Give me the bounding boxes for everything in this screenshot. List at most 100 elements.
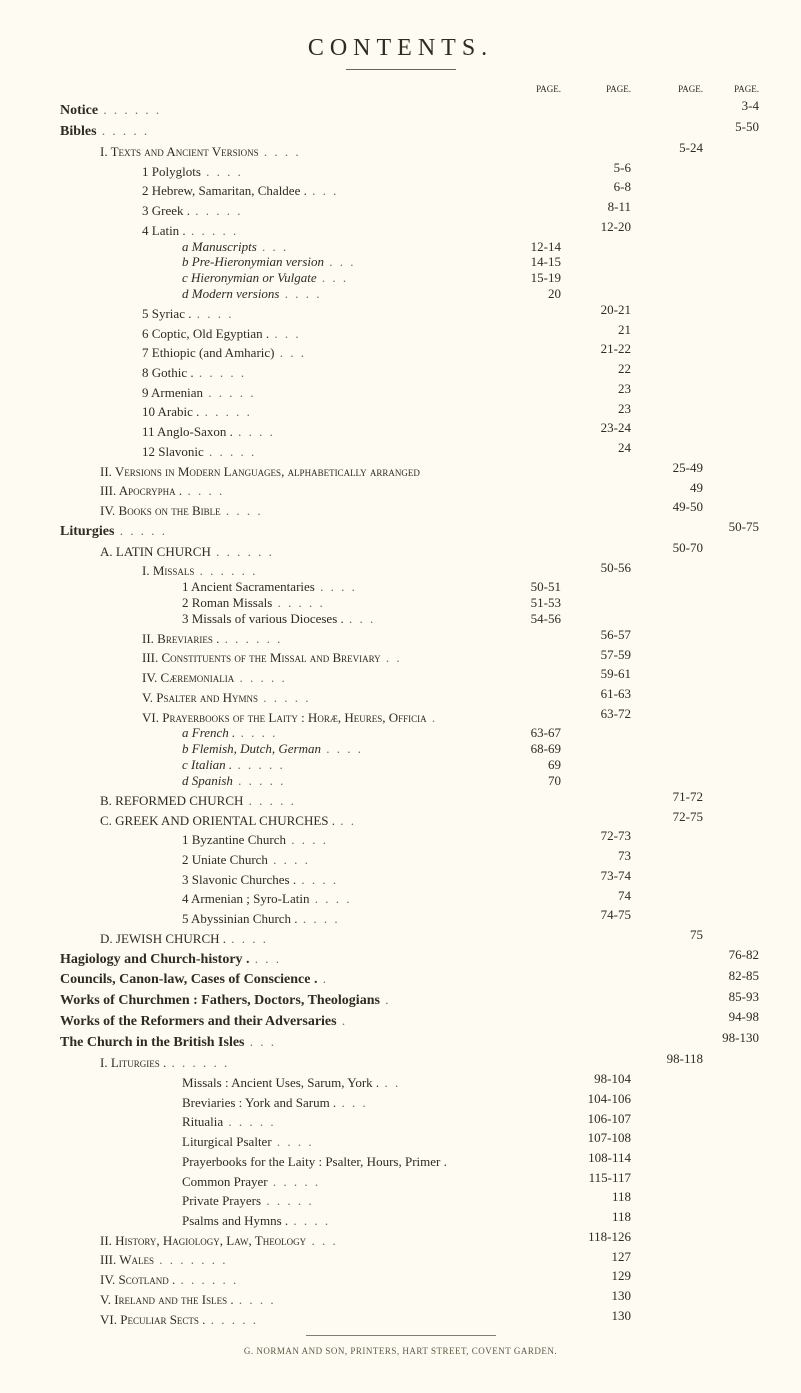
toc-text: 9 Armenian xyxy=(142,385,203,400)
toc-label: Liturgical Psalter . . . . xyxy=(42,1134,491,1150)
toc-col-2: 20-21 xyxy=(561,302,631,318)
toc-label: VI. Peculiar Sects . . . . . . xyxy=(42,1312,491,1328)
toc-cols: 107-108 xyxy=(491,1130,759,1146)
toc-row: a Manuscripts . . .12-14 xyxy=(42,239,759,255)
toc-text: Missals : Ancient Uses, Sarum, York . xyxy=(182,1075,379,1090)
toc-row: B. REFORMED CHURCH . . . . .71-72 xyxy=(42,789,759,809)
leader-dots: . . . . . . xyxy=(194,563,257,578)
leader-dots: . . . . xyxy=(221,503,263,518)
toc-col-3 xyxy=(631,848,703,864)
toc-col-2: 106-107 xyxy=(561,1111,631,1127)
toc-col-2: 74 xyxy=(561,888,631,904)
toc-col-2: 74-75 xyxy=(561,907,631,923)
leader-dots: . xyxy=(337,1013,348,1028)
toc-col-3 xyxy=(631,1308,703,1324)
toc-col-1 xyxy=(491,160,561,176)
toc-col-4 xyxy=(703,401,759,417)
leader-dots: . . . . . xyxy=(204,444,257,459)
toc-col-3 xyxy=(631,1189,703,1205)
toc-row: 8 Gothic . . . . . .22 xyxy=(42,361,759,381)
toc-label: 12 Slavonic . . . . . xyxy=(42,444,491,460)
toc-label: I. Missals . . . . . . xyxy=(42,563,491,579)
toc-row: 6 Coptic, Old Egyptian . . . .21 xyxy=(42,322,759,342)
toc-col-1 xyxy=(491,1189,561,1205)
leader-dots: . . . . xyxy=(272,1134,314,1149)
toc-text: B. REFORMED CHURCH xyxy=(100,793,243,808)
toc-col-4 xyxy=(703,499,759,515)
toc-cols: 98-130 xyxy=(491,1030,759,1046)
colhead-2: PAGE. xyxy=(561,84,631,95)
toc-label: II. Breviaries . . . . . . . xyxy=(42,631,491,647)
page-title: CONTENTS. xyxy=(42,34,759,63)
toc-label: c Hieronymian or Vulgate . . . xyxy=(42,270,491,286)
leader-dots: . . . . xyxy=(234,1292,276,1307)
toc-text: Prayerbooks for the Laity : Psalter, Hou… xyxy=(182,1154,447,1169)
toc-label: 2 Roman Missals . . . . . xyxy=(42,595,491,611)
toc-cols: 56-57 xyxy=(491,627,759,643)
toc-col-3 xyxy=(631,1009,703,1025)
footer-rule xyxy=(306,1335,496,1336)
toc-col-2: 8-11 xyxy=(561,199,631,215)
toc-col-4 xyxy=(703,199,759,215)
toc-text: Notice xyxy=(60,103,98,118)
toc-col-1 xyxy=(491,1111,561,1127)
toc-label: II. History, Hagiology, Law, Theology . … xyxy=(42,1233,491,1249)
toc-text: Hagiology and Church-history . xyxy=(60,952,250,967)
leader-dots: . . . xyxy=(306,1233,338,1248)
toc-label: b Flemish, Dutch, German . . . . xyxy=(42,741,491,757)
toc-cols: 59-61 xyxy=(491,666,759,682)
toc-col-3: 49-50 xyxy=(631,499,703,515)
toc-col-3: 75 xyxy=(631,927,703,943)
toc-col-4 xyxy=(703,1229,759,1245)
leader-dots: . . . . . xyxy=(258,690,311,705)
toc-col-3 xyxy=(631,361,703,377)
leader-dots: . . . . . xyxy=(205,1312,258,1327)
toc-col-2: 23-24 xyxy=(561,420,631,436)
toc-col-4 xyxy=(703,1111,759,1127)
toc-col-3 xyxy=(631,239,703,255)
toc-col-2 xyxy=(561,611,631,627)
toc-col-2: 118 xyxy=(561,1209,631,1225)
toc-col-2 xyxy=(561,773,631,789)
toc-text: 2 Uniate Church xyxy=(182,852,268,867)
toc-text: A. LATIN CHURCH xyxy=(100,544,211,559)
toc-text: III. Wales xyxy=(100,1252,154,1267)
toc-col-1 xyxy=(491,868,561,884)
toc-col-2 xyxy=(561,460,631,476)
toc-col-4 xyxy=(703,160,759,176)
toc-col-3 xyxy=(631,989,703,1005)
toc-text: 6 Coptic, Old Egyptian . xyxy=(142,326,269,341)
toc-body: Notice . . . . . .3-4Bibles . . . . .5-5… xyxy=(42,98,759,1327)
toc-cols: 22 xyxy=(491,361,759,377)
toc-text: 1 Polyglots xyxy=(142,164,201,179)
toc-col-3 xyxy=(631,1170,703,1186)
toc-row: V. Psalter and Hymns . . . . .61-63 xyxy=(42,686,759,706)
toc-col-4 xyxy=(703,888,759,904)
toc-col-2: 108-114 xyxy=(561,1150,631,1166)
toc-col-4 xyxy=(703,1071,759,1087)
toc-col-2 xyxy=(561,809,631,825)
toc-label: 3 Greek . . . . . . xyxy=(42,203,491,219)
toc-col-1: 14-15 xyxy=(491,254,561,270)
toc-label: 2 Uniate Church . . . . xyxy=(42,852,491,868)
toc-cols: 61-63 xyxy=(491,686,759,702)
toc-row: 2 Uniate Church . . . .73 xyxy=(42,848,759,868)
toc-cols: 25-49 xyxy=(491,460,759,476)
toc-col-4 xyxy=(703,460,759,476)
toc-text: Liturgical Psalter xyxy=(182,1134,272,1149)
toc-label: 3 Missals of various Dioceses . . . . xyxy=(42,611,491,627)
toc-cols: 3-4 xyxy=(491,98,759,114)
toc-col-3 xyxy=(631,1091,703,1107)
toc-col-2: 56-57 xyxy=(561,627,631,643)
toc-col-3 xyxy=(631,773,703,789)
toc-cols: 21 xyxy=(491,322,759,338)
toc-col-4 xyxy=(703,789,759,805)
toc-col-1 xyxy=(491,179,561,195)
toc-col-1 xyxy=(491,560,561,576)
toc-col-1 xyxy=(491,1229,561,1245)
toc-cols: 85-93 xyxy=(491,989,759,1005)
leader-dots: . xyxy=(380,992,391,1007)
toc-col-2 xyxy=(561,1009,631,1025)
toc-col-2: 23 xyxy=(561,401,631,417)
toc-text: C. GREEK AND ORIENTAL CHURCHES . xyxy=(100,813,335,828)
